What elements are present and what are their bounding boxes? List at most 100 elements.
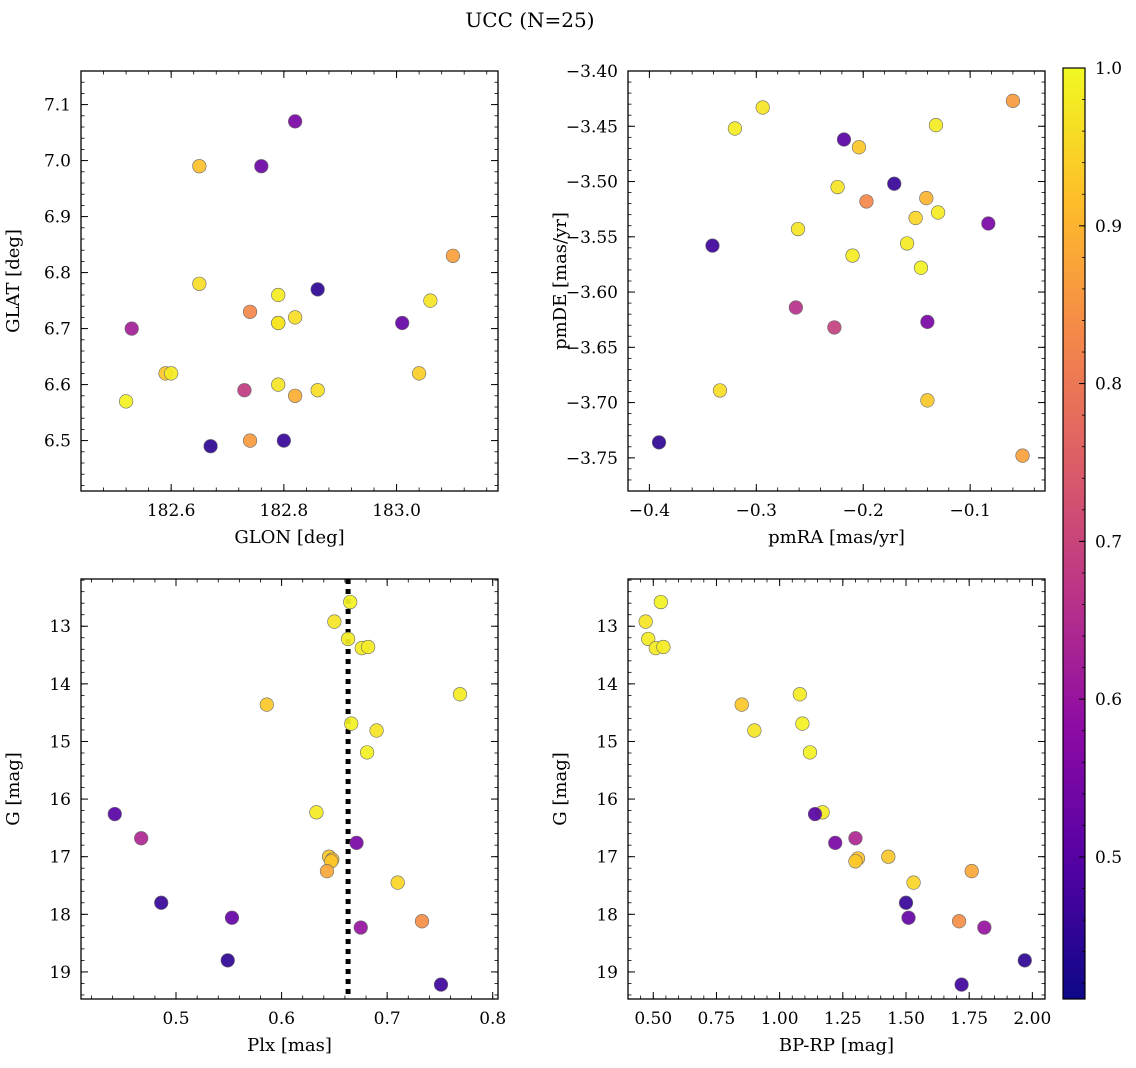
y-tick-label: 17 [49, 848, 71, 868]
scatter-point [641, 631, 656, 647]
scatter-point [288, 388, 303, 403]
scatter-point [802, 745, 818, 760]
scatter-point [881, 849, 896, 864]
colorbar: 0.5 0.6 0.7 0.8 0.9 1.0 [1062, 59, 1122, 1000]
scatter-point [734, 697, 749, 712]
y-tick-label: −3.60 [566, 283, 618, 303]
x-tick-label: 1.75 [950, 1009, 988, 1029]
scatter-point [353, 920, 368, 935]
scatter-point [276, 433, 291, 448]
scatter-point [107, 806, 122, 822]
panel-bottom-left: 0.5 0.6 0.7 0.8 13 14 15 16 17 18 19 Plx [mas] G [ma… [3, 578, 506, 1056]
scatter-point [390, 875, 405, 890]
x-tick-label: 0.7 [374, 1009, 401, 1029]
scatter-point [656, 639, 671, 655]
panel-bottom-right: 0.50 0.75 1.00 1.25 1.50 1.75 2.00 13 14 15 16 17 18… [550, 578, 1051, 1056]
scatter-point [977, 920, 992, 935]
scatter-point [344, 716, 359, 731]
scatter-point [310, 282, 325, 297]
y-axis-label: G [mag] [3, 752, 24, 825]
y-tick-label: −3.45 [566, 117, 618, 137]
y-tick-label: −3.70 [566, 394, 618, 414]
scatter-point [807, 806, 823, 822]
scatter-point [259, 697, 274, 712]
x-tick-label: 1.25 [824, 1009, 862, 1029]
scatter-point [638, 614, 653, 629]
scatter-point [423, 293, 438, 308]
y-tick-label: 18 [596, 905, 618, 925]
y-tick-label: −3.55 [566, 228, 618, 248]
ticks: 0.5 0.6 0.7 0.8 13 14 15 16 17 18 19 [49, 579, 506, 1029]
y-tick-label: −3.65 [566, 338, 618, 358]
x-tick-label: −0.1 [950, 501, 991, 521]
scatter-point [964, 863, 979, 879]
scatter-point [319, 863, 335, 879]
scatter-point [906, 875, 921, 890]
scatter-point [851, 140, 867, 155]
x-tick-label: 182.8 [260, 501, 309, 521]
scatter-point [288, 114, 303, 129]
plot-frame [627, 70, 1046, 492]
y-axis-label: GLAT [deg] [3, 229, 24, 333]
x-axis-label: GLON [deg] [234, 527, 344, 548]
scatter-point [445, 248, 461, 263]
scatter-point [859, 194, 874, 209]
x-tick-label: 2.00 [1013, 1009, 1051, 1029]
scatter-point [452, 687, 468, 702]
scatter-point [154, 895, 169, 910]
plot-frame [80, 578, 499, 1000]
scatter-point [203, 439, 218, 454]
scatter-point [271, 287, 286, 303]
y-axis-label: pmDE [mas/yr] [550, 212, 571, 350]
scatter-point [788, 300, 803, 315]
scatter-point [887, 176, 902, 191]
scatter-point [327, 614, 342, 629]
y-tick-label: 7.0 [44, 152, 71, 172]
scatter-point [928, 118, 944, 133]
y-tick-label: 6.7 [44, 320, 71, 340]
scatter-point [192, 276, 207, 291]
scatter-point [795, 716, 810, 731]
figure-title: UCC (N=25) [465, 8, 594, 32]
scatter-point [712, 383, 728, 398]
scatter-point [919, 191, 934, 206]
y-tick-label: 15 [596, 732, 618, 752]
scatter-point [755, 100, 770, 115]
y-tick-label: 7.1 [44, 96, 71, 116]
y-tick-label: −3.50 [566, 173, 618, 193]
y-tick-label: 16 [49, 790, 71, 810]
x-tick-label: 0.50 [634, 1009, 672, 1029]
scatter-points [651, 93, 1030, 463]
y-tick-label: −3.40 [566, 62, 618, 82]
scatter-point [792, 687, 807, 702]
scatter-point [361, 639, 376, 655]
scatter-point [288, 310, 303, 325]
scatter-point [224, 910, 240, 925]
x-tick-label: 183.0 [372, 501, 421, 521]
ticks: −0.4 −0.3 −0.2 −0.1 −3.75 −3.70 −3.65 −3.60 −3.5… [566, 62, 1045, 521]
scatter-point [913, 260, 929, 275]
scatter-point [343, 594, 358, 610]
y-tick-label: 14 [596, 675, 618, 695]
scatter-point [310, 383, 325, 398]
y-tick-label: 13 [49, 617, 71, 637]
scatter-point [237, 383, 252, 398]
scatter-point [848, 854, 863, 869]
y-tick-label: 15 [49, 732, 71, 752]
ticks: 0.50 0.75 1.00 1.25 1.50 1.75 2.00 13 14 15 16 17 18… [596, 579, 1051, 1029]
scatter-point [309, 805, 324, 820]
y-tick-label: 13 [596, 617, 618, 637]
scatter-point [349, 835, 364, 850]
scatter-point [433, 977, 449, 992]
x-tick-label: −0.4 [629, 501, 670, 521]
y-tick-label: −3.75 [566, 449, 618, 469]
colorbar-tick-label: 0.6 [1095, 690, 1122, 710]
ticks: 182.6 182.8 183.0 6.5 6.6 6.7 6.8 6.9 7.0 7.1 [44, 70, 498, 521]
scatter-point [164, 366, 179, 381]
scatter-point [134, 831, 149, 846]
colorbar-tick-label: 0.5 [1095, 848, 1122, 868]
y-axis-label: G [mag] [550, 752, 571, 825]
panel-top-right: −0.4 −0.3 −0.2 −0.1 −3.75 −3.70 −3.65 −3.60 −3.5… [550, 62, 1046, 548]
scatter-point [395, 315, 410, 331]
scatter-point [954, 977, 969, 992]
